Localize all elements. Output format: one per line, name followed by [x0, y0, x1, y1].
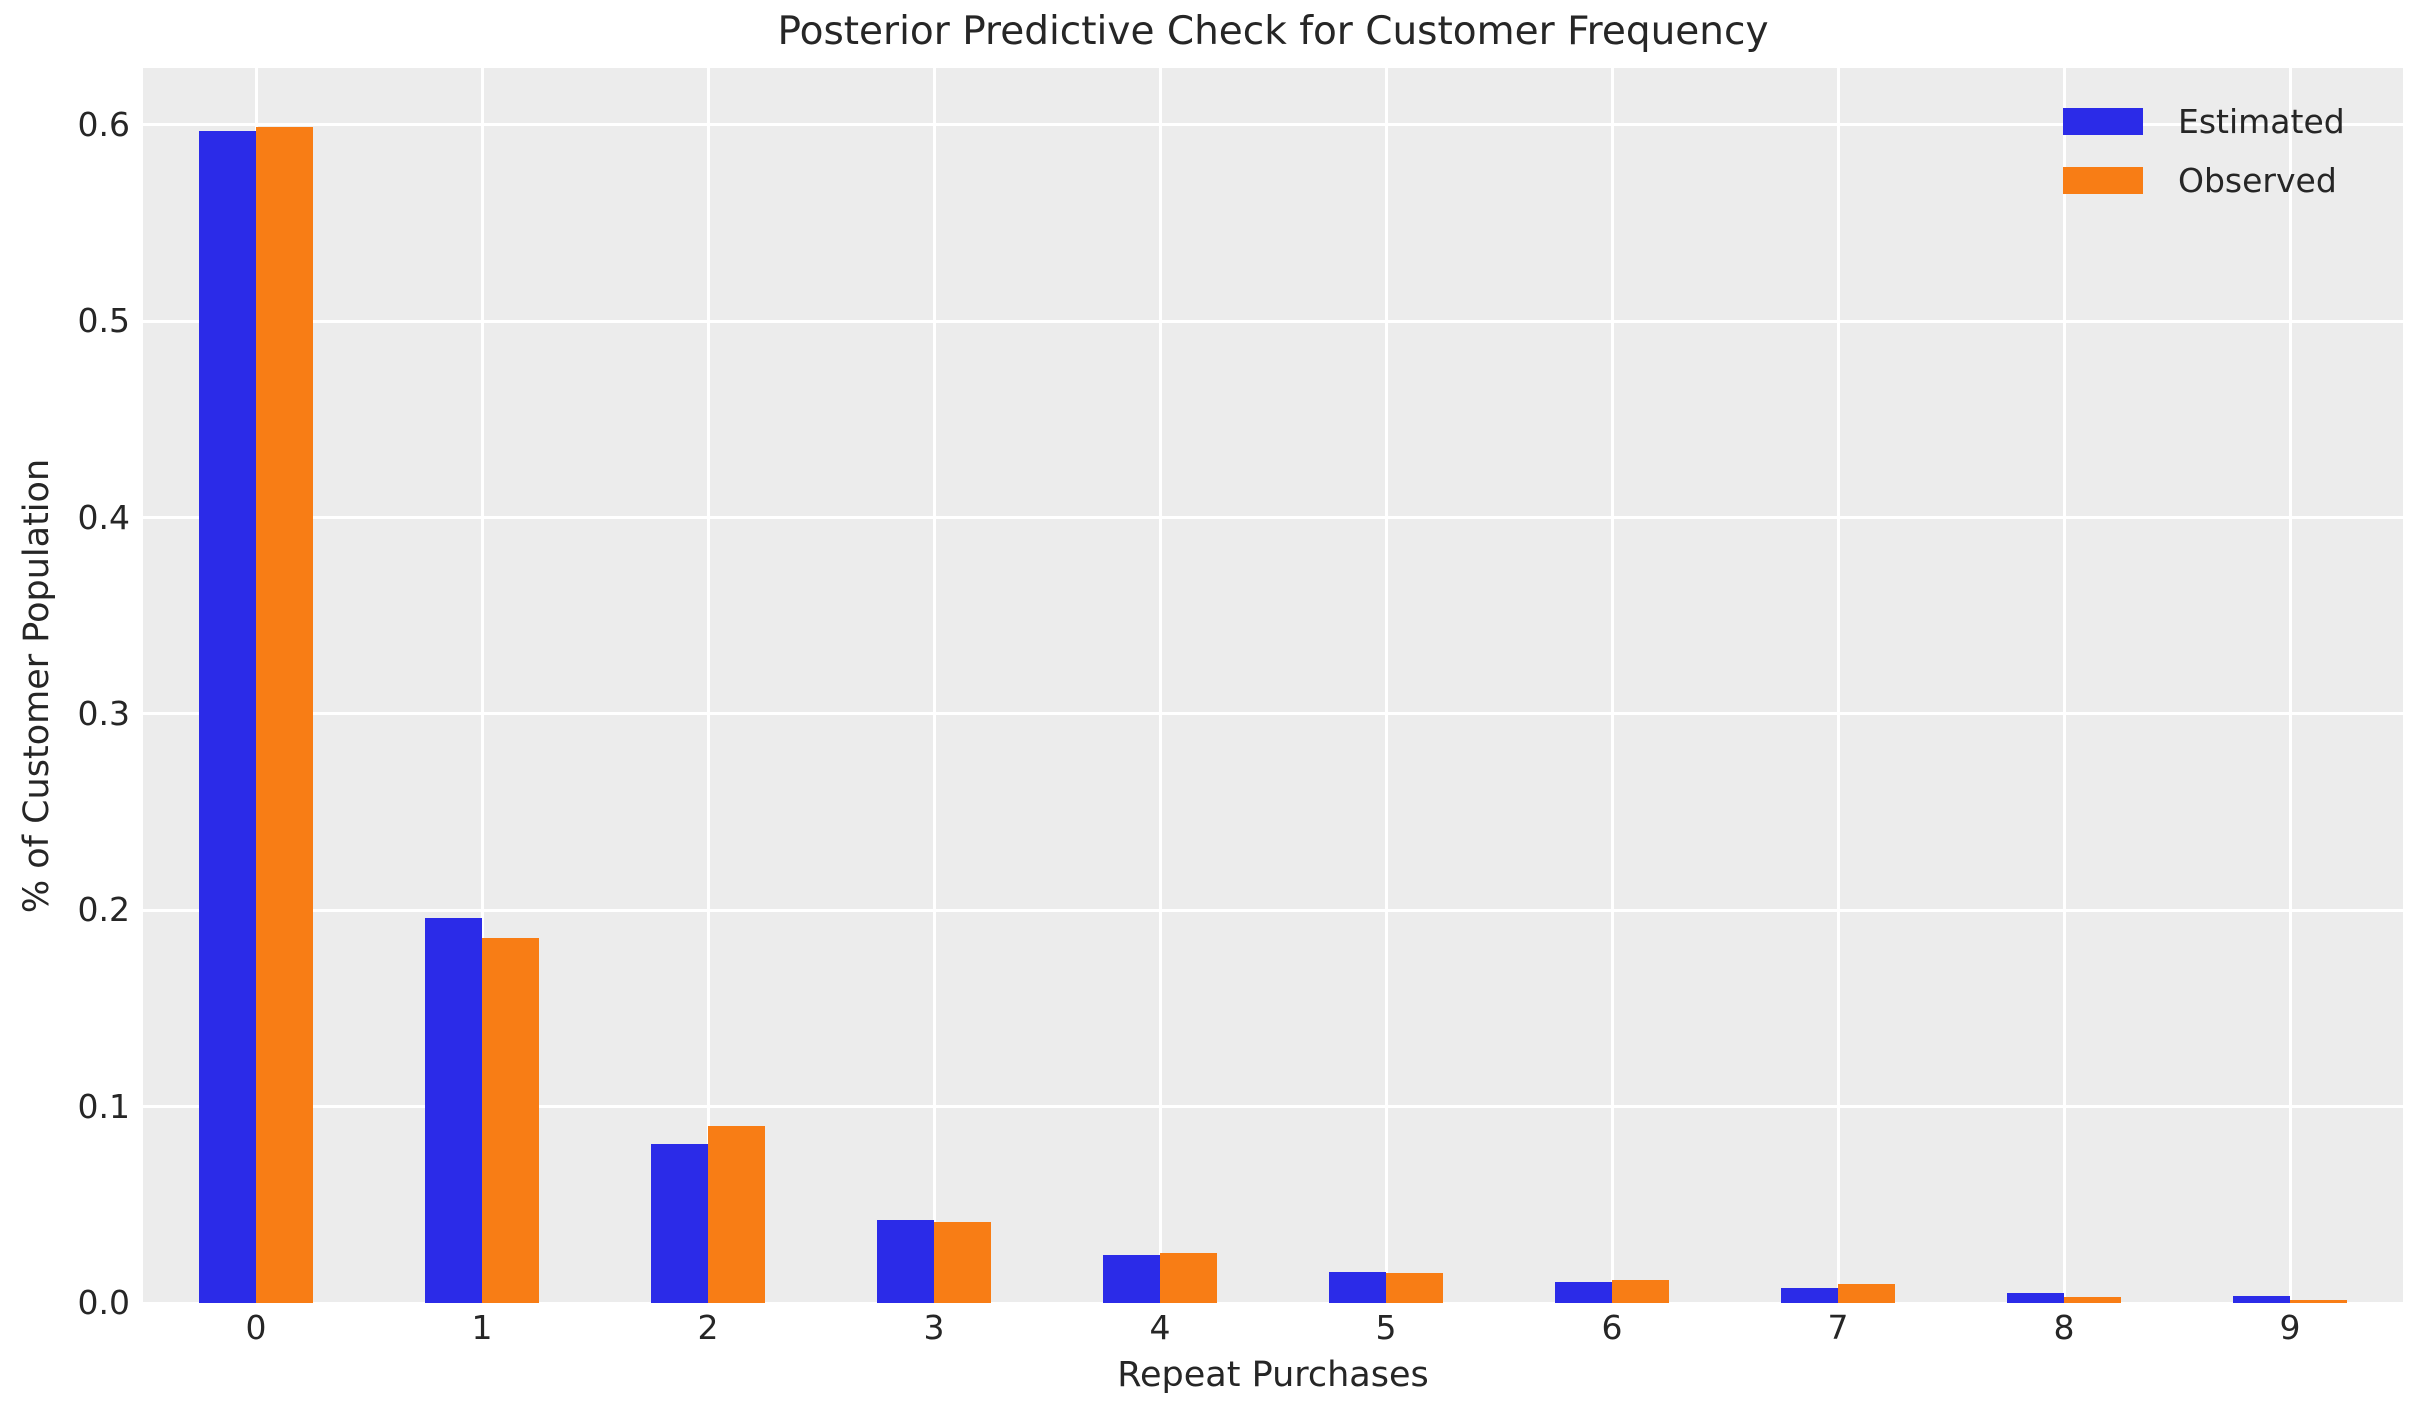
bar-observed-7 — [1838, 1284, 1895, 1303]
y-gridline — [143, 516, 2403, 520]
bar-observed-3 — [934, 1221, 991, 1303]
y-tick-label: 0.3 — [77, 693, 130, 733]
x-tick-label: 6 — [1601, 1308, 1623, 1347]
x-tick-label: 4 — [1149, 1308, 1171, 1347]
bar-estimated-1 — [425, 918, 482, 1303]
legend: Estimated Observed — [2063, 92, 2345, 210]
x-gridline — [932, 68, 936, 1303]
y-axis-ticks: 0.0 0.1 0.2 0.3 0.4 0.5 0.6 — [0, 0, 130, 1423]
observed-series-swatch-icon — [2063, 167, 2143, 194]
y-gridline — [143, 319, 2403, 323]
bar-observed-9 — [2290, 1300, 2347, 1303]
y-gridline — [143, 712, 2403, 716]
x-gridline — [480, 68, 484, 1303]
bar-observed-2 — [708, 1126, 765, 1303]
chart-title: Posterior Predictive Check for Customer … — [777, 9, 1769, 54]
bar-estimated-5 — [1329, 1271, 1386, 1303]
y-tick-label: 0.5 — [77, 301, 130, 341]
x-gridline — [1158, 68, 1162, 1303]
bar-estimated-0 — [199, 130, 256, 1303]
x-gridline — [2288, 68, 2292, 1303]
y-tick-label: 0.4 — [77, 497, 130, 537]
y-gridline — [143, 1301, 2403, 1303]
legend-label-estimated: Estimated — [2178, 102, 2345, 141]
x-tick-label: 2 — [697, 1308, 719, 1347]
bar-estimated-7 — [1781, 1288, 1838, 1303]
legend-label-observed: Observed — [2178, 161, 2337, 200]
x-tick-label: 5 — [1375, 1308, 1397, 1347]
x-tick-label: 3 — [923, 1308, 945, 1347]
y-tick-label: 0.6 — [77, 104, 130, 144]
bar-estimated-4 — [1103, 1254, 1160, 1303]
legend-entry-observed: Observed — [2063, 151, 2345, 210]
x-gridline — [2062, 68, 2066, 1303]
bar-observed-4 — [1160, 1252, 1217, 1303]
plot-area — [143, 68, 2403, 1303]
x-tick-label: 8 — [2053, 1308, 2075, 1347]
y-tick-label: 0.1 — [77, 1086, 130, 1126]
y-gridline — [143, 1105, 2403, 1109]
y-tick-label: 0.2 — [77, 890, 130, 930]
y-gridline — [143, 123, 2403, 127]
estimated-series-swatch-icon — [2063, 108, 2143, 135]
bar-estimated-3 — [877, 1219, 934, 1303]
x-gridline — [1610, 68, 1614, 1303]
x-tick-label: 1 — [471, 1308, 493, 1347]
bar-observed-1 — [482, 937, 539, 1303]
bar-observed-0 — [256, 126, 313, 1303]
x-axis-label: Repeat Purchases — [1117, 1355, 1429, 1395]
bar-observed-5 — [1386, 1272, 1443, 1303]
x-axis-ticks: 0 1 2 3 4 5 6 7 8 9 — [143, 1307, 2403, 1353]
bar-estimated-2 — [651, 1143, 708, 1303]
x-tick-label: 0 — [245, 1308, 267, 1347]
bar-observed-6 — [1612, 1280, 1669, 1303]
x-gridline — [706, 68, 710, 1303]
x-tick-label: 7 — [1827, 1308, 1849, 1347]
x-gridline — [1836, 68, 1840, 1303]
bar-estimated-9 — [2233, 1295, 2290, 1303]
x-gridline — [1384, 68, 1388, 1303]
bar-observed-8 — [2064, 1297, 2121, 1303]
legend-entry-estimated: Estimated — [2063, 92, 2345, 151]
x-tick-label: 9 — [2279, 1308, 2301, 1347]
y-gridline — [143, 908, 2403, 912]
bar-estimated-8 — [2007, 1293, 2064, 1303]
bar-estimated-6 — [1555, 1282, 1612, 1303]
y-tick-label: 0.0 — [77, 1283, 130, 1322]
